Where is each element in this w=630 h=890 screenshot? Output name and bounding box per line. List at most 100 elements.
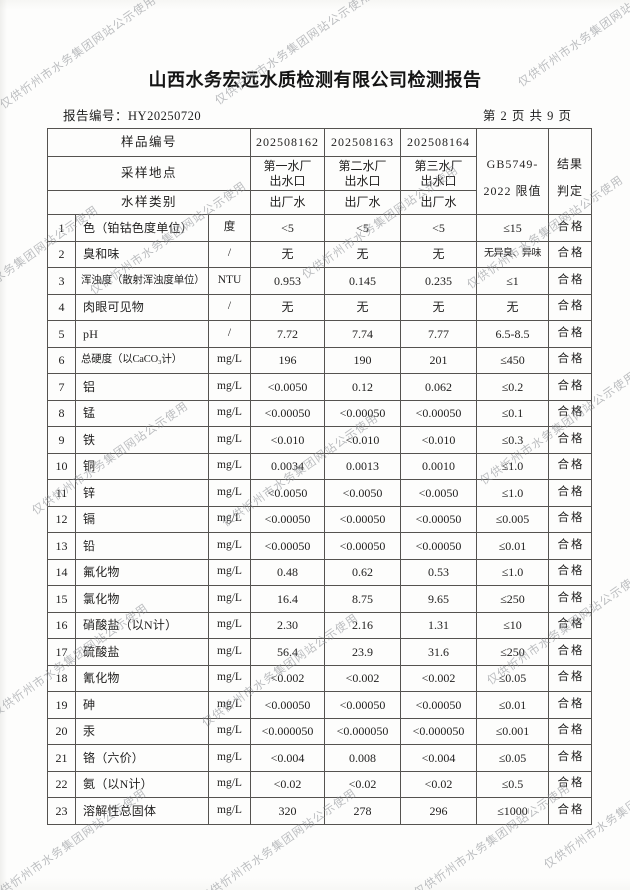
result-value: 合格 [548,558,593,586]
table-row: 19 砷 mg/L <0.00050 <0.00050 <0.00050 ≤0.… [47,691,593,719]
parameter-unit: mg/L [207,797,252,825]
sample1-value: 0.953 [250,267,326,295]
parameter-unit: / [207,320,252,348]
table-row: 1 色（铂钴色度单位） 度 <5 <5 <5 ≤15 合格 [47,214,593,242]
result-value: 合格 [548,717,593,745]
result-value: 合格 [548,346,593,374]
sample1-value: 196 [250,346,326,374]
sample3-value: 无 [400,240,478,268]
limit-value: ≤0.05 [476,744,550,772]
sample1-value: 0.48 [250,558,326,586]
sample2-value: <0.000050 [324,717,402,745]
result-value: 合格 [548,240,593,268]
sample1-value: 320 [250,797,326,825]
sample1-value: <0.002 [250,664,326,692]
parameter-unit: mg/L [207,452,252,480]
sample2-value: <5 [324,214,402,242]
table-row: 9 铁 mg/L <0.010 <0.010 <0.010 ≤0.3 合格 [47,426,593,454]
sample-id-3: 202508164 [400,128,478,157]
table-row: 10 铜 mg/L 0.0034 0.0013 0.0010 ≤1.0 合格 [47,452,593,480]
parameter-unit: mg/L [207,479,252,507]
parameter-name: 硝酸盐（以N计） [75,611,209,639]
limit-value: ≤0.01 [476,691,550,719]
sample1-value: <0.00050 [250,399,326,427]
result-value: 合格 [548,664,593,692]
parameter-name: 色（铂钴色度单位） [75,214,209,242]
row-number: 16 [47,611,76,639]
table-row: 11 锌 mg/L <0.0050 <0.0050 <0.0050 ≤1.0 合… [47,479,593,507]
parameter-name: 锰 [75,399,209,427]
row-number: 3 [47,267,76,295]
result-column-header: 结果 判定 [548,128,593,215]
row-number: 6 [47,346,76,374]
parameter-unit: mg/L [207,373,252,401]
parameter-unit: mg/L [207,611,252,639]
parameter-name: 铅 [75,532,209,560]
limit-value: ≤15 [476,214,550,242]
parameter-unit: mg/L [207,532,252,560]
parameter-name: 镉 [75,505,209,533]
sample3-value: <0.00050 [400,532,478,560]
parameter-name: 硫酸盐 [75,638,209,666]
row-number: 18 [47,664,76,692]
sample3-value: 1.31 [400,611,478,639]
limit-value: ≤1.0 [476,558,550,586]
sample2-value: 2.16 [324,611,402,639]
result-value: 合格 [548,214,593,242]
sample3-value: <0.0050 [400,479,478,507]
parameter-name: 汞 [75,717,209,745]
limit-value: 无 [476,293,550,321]
result-value: 合格 [548,691,593,719]
sample1-value: 7.72 [250,320,326,348]
watermark-text: 仅供忻州市水务集团网站公示使用 [0,0,159,112]
limit-value: ≤0.005 [476,505,550,533]
sample1-value: <0.004 [250,744,326,772]
sample1-value: <0.0050 [250,479,326,507]
sample2-value: <0.00050 [324,691,402,719]
limit-value: ≤0.1 [476,399,550,427]
parameter-name: 氨（以N计） [75,770,209,798]
sample1-value: <5 [250,214,326,242]
sample-id-1: 202508162 [250,128,326,157]
limit-value: ≤0.5 [476,770,550,798]
sample-id-2: 202508163 [324,128,402,157]
result-value: 合格 [548,744,593,772]
limit-value: ≤1.0 [476,452,550,480]
limit-column-header: GB5749- 2022 限值 [476,128,550,215]
water-type-3: 出厂水 [400,190,478,215]
table-row: 8 锰 mg/L <0.00050 <0.00050 <0.00050 ≤0.1… [47,399,593,427]
sampling-location-1: 第一水厂 出水口 [250,156,326,191]
parameter-unit: mg/L [207,664,252,692]
sample1-value: 56.4 [250,638,326,666]
row-number: 21 [47,744,76,772]
sample2-value: <0.02 [324,770,402,798]
row-number: 1 [47,214,76,242]
sample3-value: 9.65 [400,585,478,613]
sample3-value: 0.0010 [400,452,478,480]
result-value: 合格 [548,373,593,401]
sample2-value: <0.010 [324,426,402,454]
watermark-text: 仅供忻州市水务集团网站公示使用 [213,0,374,108]
sample2-value: 7.74 [324,320,402,348]
row-number: 9 [47,426,76,454]
sample3-value: <0.00050 [400,505,478,533]
parameter-name: 浑浊度（散射浑浊度单位） [75,267,209,295]
sample2-value: <0.0050 [324,479,402,507]
report-title: 山西水务宏远水质检测有限公司检测报告 [148,70,482,90]
sample1-value: <0.00050 [250,532,326,560]
sample1-value: <0.000050 [250,717,326,745]
parameter-unit: mg/L [207,558,252,586]
parameter-unit: 度 [207,214,252,242]
row-number: 2 [47,240,76,268]
sample3-value: <0.00050 [400,399,478,427]
sample3-value: 201 [400,346,478,374]
parameter-name: 砷 [75,691,209,719]
sample1-value: 2.30 [250,611,326,639]
sample3-value: 296 [400,797,478,825]
sample2-value: <0.002 [324,664,402,692]
limit-value: ≤450 [476,346,550,374]
parameter-unit: mg/L [207,346,252,374]
sample2-value: 8.75 [324,585,402,613]
sample1-value: 0.0034 [250,452,326,480]
